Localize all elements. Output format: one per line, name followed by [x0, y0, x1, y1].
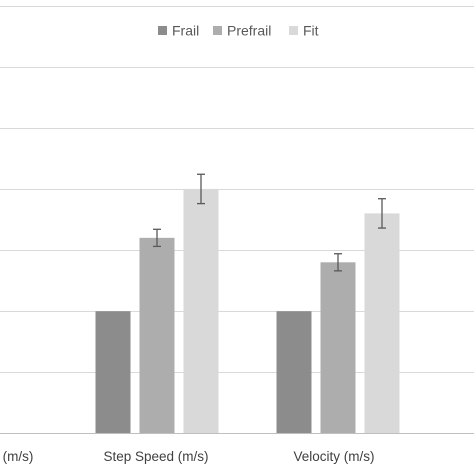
bar-frail-1: [95, 311, 131, 434]
legend-label-prefrail: Prefrail: [227, 23, 271, 39]
bar-fit-1: [183, 188, 219, 434]
legend-label-frail: Frail: [172, 23, 199, 39]
gridlines: [0, 6, 474, 373]
bar-frail-2: [276, 311, 312, 434]
bars: [95, 188, 400, 434]
x-tick-label: (m/s): [3, 449, 34, 464]
bar-prefrail-2: [320, 262, 356, 434]
legend: Frail Prefrail Fit: [158, 23, 319, 39]
x-tick-label: Step Speed (m/s): [103, 449, 208, 464]
x-tick-labels: (m/s) Step Speed (m/s) Velocity (m/s): [3, 449, 375, 464]
legend-label-fit: Fit: [303, 23, 319, 39]
bar-fit-2: [364, 213, 400, 434]
error-bars: [153, 173, 386, 272]
legend-swatch-fit: [289, 26, 298, 35]
x-tick-label: Velocity (m/s): [293, 449, 374, 464]
legend-swatch-prefrail: [213, 26, 222, 35]
bar-prefrail-1: [139, 237, 175, 434]
legend-swatch-frail: [158, 26, 167, 35]
